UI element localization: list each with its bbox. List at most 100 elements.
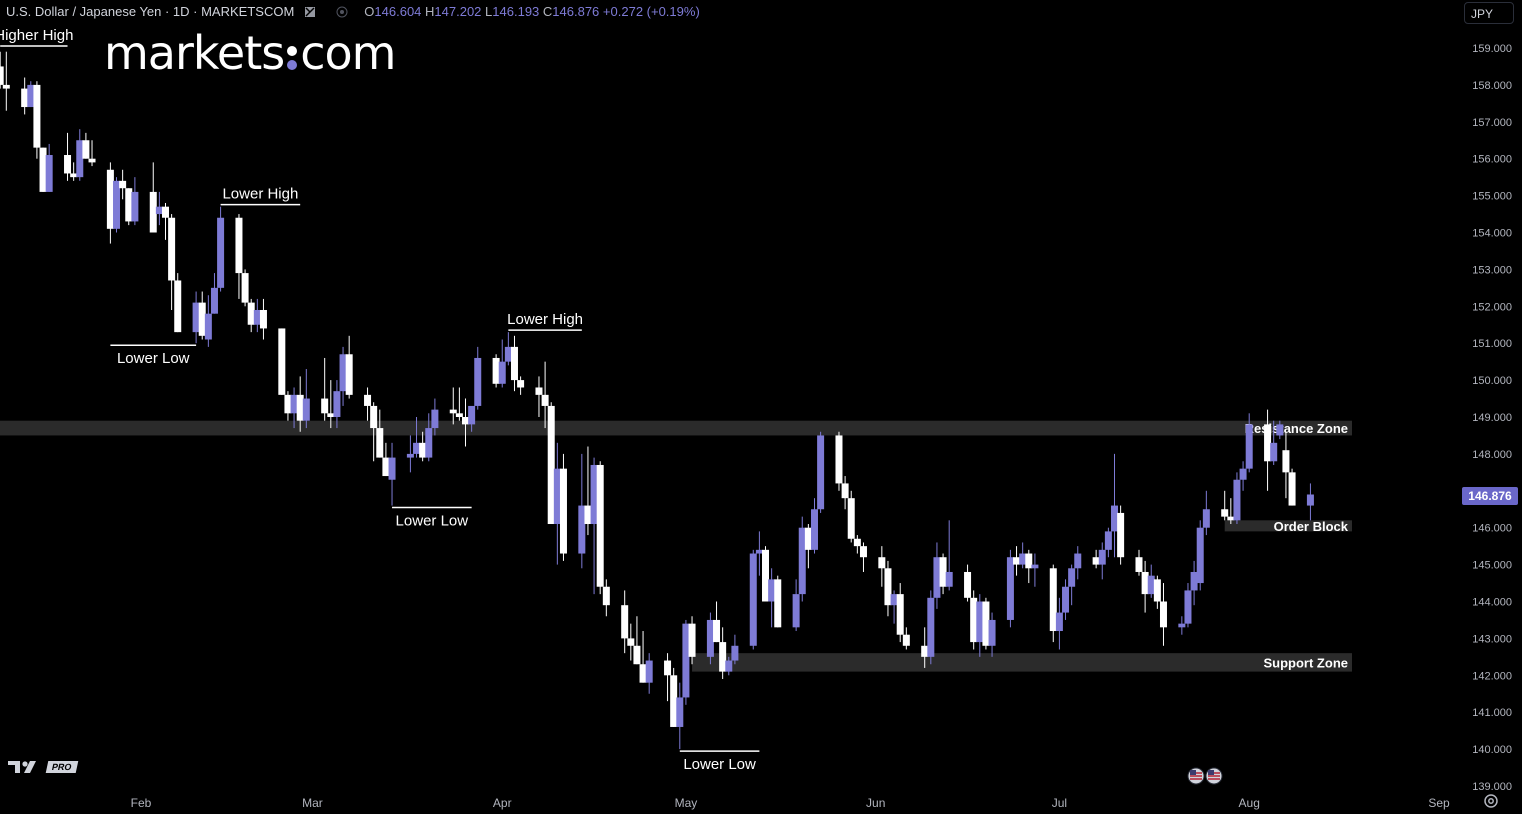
tradingview-logo[interactable]: PRO [8,759,78,775]
candle-body [725,660,733,672]
candle-body [498,361,506,384]
candle-body [847,498,855,539]
zone-rect-0 [0,420,1352,436]
candle-body [976,601,984,643]
candle-body [1159,601,1167,628]
annotation-label-1: Lower High [222,186,298,203]
candle-body [688,623,696,657]
market-status-icon[interactable] [336,6,348,18]
candle-body [0,66,4,85]
candle-body [633,645,641,665]
candle-body [988,619,996,646]
candle-body [333,391,341,417]
chart-settings-icon[interactable] [1483,793,1499,809]
markets-com-logo: markets com [104,26,396,80]
y-tick-label: 158.000 [1472,80,1512,92]
candle-body [841,483,849,499]
candle-body [627,638,635,646]
annotation-label-2: Lower Low [117,350,190,367]
candle-body [1276,424,1284,436]
symbol-title[interactable]: U.S. Dollar / Japanese Yen · 1D · MARKET… [6,4,295,19]
logo-dots-icon [285,42,299,72]
currency-selector[interactable]: JPY [1464,2,1514,24]
candle-body [645,660,653,683]
candle-body [853,538,861,547]
candle-body [517,380,525,388]
candle-body [1190,571,1198,591]
candle-body [1270,442,1278,462]
y-tick-label: 157.000 [1472,117,1512,129]
candle-body [762,549,770,602]
candle-body [1031,564,1039,569]
y-tick-label: 159.000 [1472,43,1512,55]
y-tick-label: 148.000 [1472,449,1512,461]
candle-body [884,568,892,606]
candle-body [1074,553,1082,569]
economic-events-flags-icon[interactable] [1186,766,1226,786]
candle-body [510,346,518,381]
candle-body [1245,424,1253,469]
close-value: 146.876 [552,4,600,19]
tradingview-icon [8,761,36,773]
candles-layer [0,51,1314,750]
candle-body [155,206,163,215]
x-tick-label: Mar [302,796,323,810]
change-value: +0.272 (+0.19%) [602,4,700,19]
candle-body [1233,479,1241,521]
candle-body [1239,468,1247,480]
y-tick-label: 143.000 [1472,633,1512,645]
y-tick-label: 151.000 [1472,338,1512,350]
y-tick-label: 142.000 [1472,670,1512,682]
candle-body [621,605,629,639]
zone-rect-2 [692,653,1352,672]
annotation-label-3: Lower High [507,311,583,328]
candle-body [970,597,978,643]
candle-body [878,557,886,569]
x-tick-label: Jun [866,796,885,810]
chart-header: U.S. Dollar / Japanese Yen · 1D · MARKET… [6,4,700,19]
candle-body [1141,571,1149,595]
candle-body [559,468,567,554]
y-tick-label: 141.000 [1472,707,1512,719]
candle-body [370,405,378,429]
candle-body [192,302,200,333]
candle-body [161,206,169,218]
candle-body [278,328,286,395]
candle-body [45,155,53,192]
axes-layer: 159.000 158.000 157.000 156.000 155.000 154.0… [131,43,1512,810]
annotation-label-4: Lower Low [396,513,469,530]
ohlc-values: O146.604 H147.202 L146.193 C146.876 +0.2… [364,4,700,19]
candle-body [602,586,610,606]
candle-body [1196,527,1204,584]
candle-body [1147,575,1155,595]
flag-icon[interactable] [304,6,316,18]
candle-body [204,313,212,340]
candle-body [468,405,476,425]
open-value: 146.604 [374,4,422,19]
candle-body [1104,531,1112,550]
candle-body [676,697,684,727]
zone-rect-1 [1224,520,1352,532]
annotation-label-5: Lower Low [683,756,756,773]
candle-body [590,464,598,525]
candle-body [792,594,800,628]
candle-body [39,147,47,192]
candle-body [1264,424,1272,462]
candle-body [1013,557,1021,565]
chart-zones-layer: Resistance Zone Order Block Support Zone [0,420,1352,672]
candle-body [27,84,35,108]
y-tick-label: 155.000 [1472,191,1512,203]
candle-body [33,84,41,148]
candle-body [810,509,818,550]
y-tick-label: 139.000 [1472,781,1512,793]
candle-body [88,158,96,163]
candle-body [241,273,249,303]
candle-body [382,457,390,477]
candle-body [210,287,218,314]
candle-body [1178,623,1186,628]
y-tick-label: 140.000 [1472,744,1512,756]
candle-body [817,435,825,510]
candle-body [1221,509,1229,517]
candle-body [259,309,267,329]
